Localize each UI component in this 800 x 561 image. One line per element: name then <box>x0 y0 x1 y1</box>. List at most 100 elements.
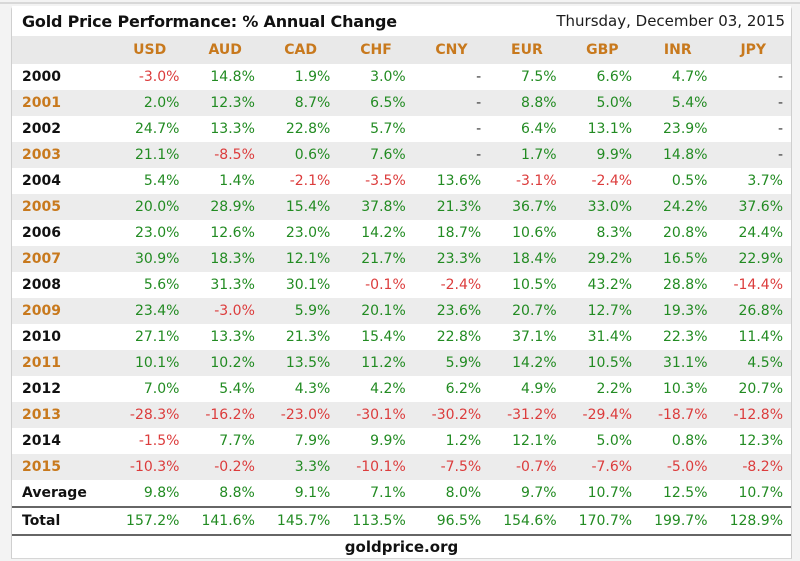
value-cell: 31.4% <box>587 329 633 345</box>
value-cell: 5.0% <box>596 433 633 449</box>
value-cell: -0.2% <box>187 454 263 480</box>
value-cell: 13.3% <box>210 121 255 137</box>
value-cell: 20.1% <box>338 298 414 324</box>
value-cell: -1.5% <box>138 433 180 449</box>
value-cell: 21.1% <box>112 142 188 168</box>
value-cell: -0.1% <box>365 277 406 293</box>
value-cell: 157.2% <box>112 506 188 536</box>
value-cell: - <box>715 90 791 116</box>
value-cell: 7.6% <box>338 142 414 168</box>
value-cell: 4.9% <box>521 381 557 397</box>
value-cell: -14.4% <box>733 277 783 293</box>
value-cell: 4.3% <box>294 381 331 397</box>
value-cell: 29.2% <box>564 246 641 272</box>
col-header-aud: AUD <box>187 36 263 64</box>
page-title: Gold Price Performance: % Annual Change <box>22 11 397 31</box>
value-cell: 7.1% <box>370 485 406 501</box>
value-cell: 6.5% <box>338 90 414 116</box>
table-row: 2004 5.4% 1.4% -2.1% -3.5% 13.6% -3.1% -2.4% 0.5… <box>12 168 791 194</box>
value-cell: 20.8% <box>663 225 708 241</box>
value-cell: 3.0% <box>370 69 406 85</box>
value-cell: 10.2% <box>187 350 263 376</box>
value-cell: 8.8% <box>489 90 565 116</box>
value-cell: 12.1% <box>512 433 557 449</box>
value-cell: 1.9% <box>294 69 331 85</box>
value-cell: -30.2% <box>413 402 490 428</box>
value-cell: -23.0% <box>262 402 339 428</box>
value-cell: 19.3% <box>640 298 716 324</box>
value-cell: 10.7% <box>738 485 783 501</box>
value-cell: 9.9% <box>564 142 641 168</box>
row-label: 2014 <box>22 433 61 449</box>
value-cell: -10.3% <box>112 454 188 480</box>
value-cell: 8.8% <box>219 485 255 501</box>
value-cell: 23.3% <box>413 246 490 272</box>
value-cell: 199.7% <box>640 506 716 536</box>
value-cell: 20.7% <box>738 381 783 397</box>
row-label: 2000 <box>22 69 61 85</box>
value-cell: 154.6% <box>489 506 565 536</box>
value-cell: -5.0% <box>640 454 716 480</box>
row-label: 2005 <box>12 194 112 220</box>
value-cell: 13.1% <box>587 121 633 137</box>
value-cell: 24.7% <box>134 121 180 137</box>
value-cell: -29.4% <box>564 402 641 428</box>
row-label: 2007 <box>12 246 112 272</box>
row-label: Average <box>22 485 87 501</box>
value-cell: 18.7% <box>436 225 482 241</box>
value-cell: 36.7% <box>489 194 565 220</box>
value-cell: 24.2% <box>640 194 716 220</box>
table-row: 2000 -3.0% 14.8% 1.9% 3.0% - 7.5% 6.6% 4.7% - <box>12 64 791 90</box>
value-cell: 30.9% <box>112 246 188 272</box>
value-cell: -28.3% <box>112 402 188 428</box>
value-cell: 12.3% <box>738 433 783 449</box>
value-cell: 6.2% <box>445 381 482 397</box>
value-cell: 23.4% <box>112 298 188 324</box>
value-cell: 12.3% <box>187 90 263 116</box>
value-cell: 0.5% <box>671 173 708 189</box>
value-cell: 24.4% <box>738 225 783 241</box>
value-cell: -12.8% <box>715 402 791 428</box>
col-header-jpy: JPY <box>715 36 791 64</box>
value-cell: -3.0% <box>187 298 263 324</box>
value-cell: 5.4% <box>143 173 180 189</box>
title-bar: Gold Price Performance: % Annual Change … <box>12 6 791 36</box>
table-body: 2000 -3.0% 14.8% 1.9% 3.0% -7.5% 6.6% 4.7% -2001… <box>12 64 791 536</box>
gold-performance-table: USD AUD CAD CHF CNY EUR GBP INR JPY 2000… <box>12 36 791 536</box>
row-label: 2009 <box>12 298 112 324</box>
value-cell: 20.0% <box>112 194 188 220</box>
value-cell: -8.5% <box>187 142 263 168</box>
value-cell: 10.6% <box>512 225 557 241</box>
value-cell: - <box>413 142 490 168</box>
value-cell: 9.7% <box>521 485 557 501</box>
value-cell: - <box>476 121 482 137</box>
value-cell: -3.5% <box>365 173 406 189</box>
value-cell: 1.7% <box>489 142 565 168</box>
value-cell: 128.9% <box>715 506 791 536</box>
table-row: 2010 27.1% 13.3% 21.3% 15.4% 22.8% 37.1% 31.4% 2… <box>12 324 791 350</box>
value-cell: - <box>476 69 482 85</box>
value-cell: 18.4% <box>489 246 565 272</box>
value-cell: 28.8% <box>663 277 708 293</box>
gold-table-panel: Gold Price Performance: % Annual Change … <box>11 6 792 559</box>
value-cell: - <box>777 69 783 85</box>
footer-bar: goldprice.org <box>12 536 791 558</box>
table-row: Total 157.2% 141.6% 145.7% 113.5% 96.5% 154.6%… <box>12 506 791 536</box>
value-cell: 5.4% <box>640 90 716 116</box>
value-cell: 31.1% <box>640 350 716 376</box>
value-cell: 21.7% <box>338 246 414 272</box>
col-header-usd: USD <box>112 36 188 64</box>
value-cell: 22.3% <box>663 329 708 345</box>
row-label: 2001 <box>12 90 112 116</box>
value-cell: - <box>715 142 791 168</box>
value-cell: -7.5% <box>413 454 490 480</box>
value-cell: 6.6% <box>596 69 633 85</box>
value-cell: 14.8% <box>210 69 255 85</box>
value-cell: 30.1% <box>285 277 331 293</box>
value-cell: 5.6% <box>143 277 180 293</box>
value-cell: 22.8% <box>436 329 482 345</box>
value-cell: 9.1% <box>294 485 331 501</box>
row-label: 2006 <box>22 225 61 241</box>
row-label: 2010 <box>22 329 61 345</box>
value-cell: 23.0% <box>134 225 180 241</box>
